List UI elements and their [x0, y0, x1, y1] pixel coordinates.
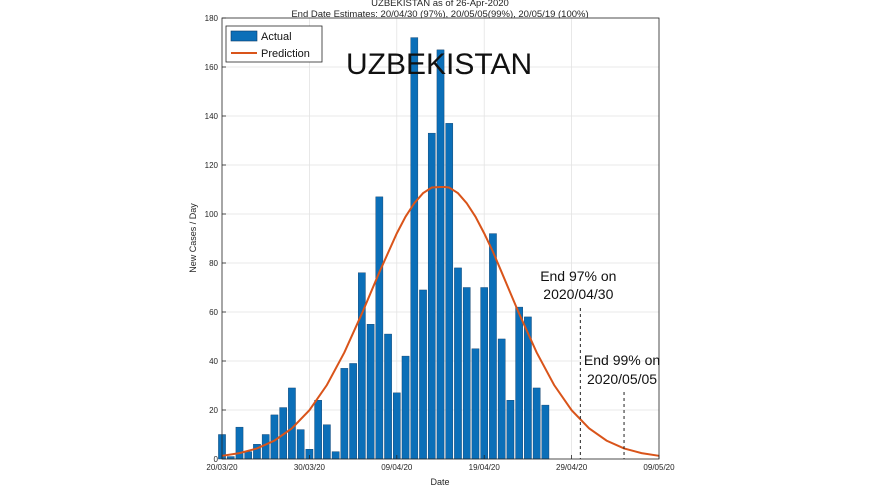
x-tick-label: 20/03/20 [206, 463, 238, 472]
y-tick-label: 0 [214, 455, 219, 464]
annotation-line2: 2020/04/30 [543, 286, 613, 302]
bar [358, 272, 366, 460]
y-tick-label: 180 [205, 14, 219, 23]
bar [497, 338, 506, 460]
legend: Actual Prediction [225, 25, 323, 63]
plot-frame [221, 17, 660, 460]
legend-prediction-label: Prediction [261, 48, 310, 60]
bar [471, 348, 480, 460]
bar [410, 37, 419, 460]
bar [419, 289, 427, 460]
y-axis-ticks: 0 20 40 60 80 100 120 140 160 180 [205, 14, 226, 464]
annotation-line1: End 99% on [584, 352, 660, 368]
bar [384, 333, 392, 460]
bar [532, 387, 541, 460]
bar [489, 233, 497, 460]
x-tick-label: 09/05/20 [643, 463, 675, 472]
bar [314, 400, 322, 460]
bar [541, 404, 550, 460]
y-tick-label: 40 [209, 357, 218, 366]
prediction-line [221, 186, 660, 457]
x-tick-label: 09/04/20 [381, 463, 413, 472]
chart-subtitle: End Date Estimates: 20/04/30 (97%), 20/0… [291, 9, 588, 20]
bar [296, 429, 305, 460]
annotation-line1: End 97% on [540, 268, 616, 284]
y-tick-label: 160 [205, 63, 219, 72]
bar [349, 363, 357, 460]
actual-bars [218, 37, 550, 460]
end-date-lines [579, 308, 625, 459]
bar [427, 132, 436, 460]
annotation-line2: 2020/05/05 [587, 371, 657, 387]
bar [270, 414, 279, 460]
x-tick-label: 19/04/20 [469, 463, 501, 472]
y-tick-label: 60 [209, 308, 218, 317]
y-tick-label: 20 [209, 406, 218, 415]
legend-actual-label: Actual [261, 31, 292, 43]
bar [244, 451, 253, 460]
y-tick-label: 140 [205, 112, 219, 121]
bar [506, 400, 515, 460]
bar [401, 355, 410, 460]
bar [366, 324, 375, 460]
chart-title: UZBEKISTAN as of 26-Apr-2020 [371, 0, 509, 9]
bar [515, 306, 523, 460]
annotations: End 97% on 2020/04/30 End 99% on 2020/05/05 [540, 268, 660, 387]
y-tick-label: 120 [205, 161, 219, 170]
bar [445, 123, 454, 460]
bar [323, 424, 331, 460]
y-tick-label: 80 [209, 259, 218, 268]
y-axis-label: New Cases / Day [188, 203, 198, 273]
bar [375, 196, 384, 460]
overlay-title: UZBEKISTAN [346, 48, 532, 81]
y-tick-label: 100 [205, 210, 219, 219]
x-axis-label: Date [430, 477, 449, 487]
bar [340, 368, 349, 460]
bar [454, 267, 462, 460]
x-axis-ticks: 20/03/20 30/03/20 09/04/20 19/04/20 29/04/20… [206, 455, 675, 472]
legend-actual-swatch [230, 30, 258, 42]
x-tick-label: 30/03/20 [294, 463, 326, 472]
bar [480, 287, 488, 460]
bar [331, 451, 340, 460]
bar [393, 392, 401, 460]
bar [288, 387, 296, 460]
x-tick-label: 29/04/20 [556, 463, 588, 472]
bar [436, 49, 445, 460]
bar [462, 287, 471, 460]
